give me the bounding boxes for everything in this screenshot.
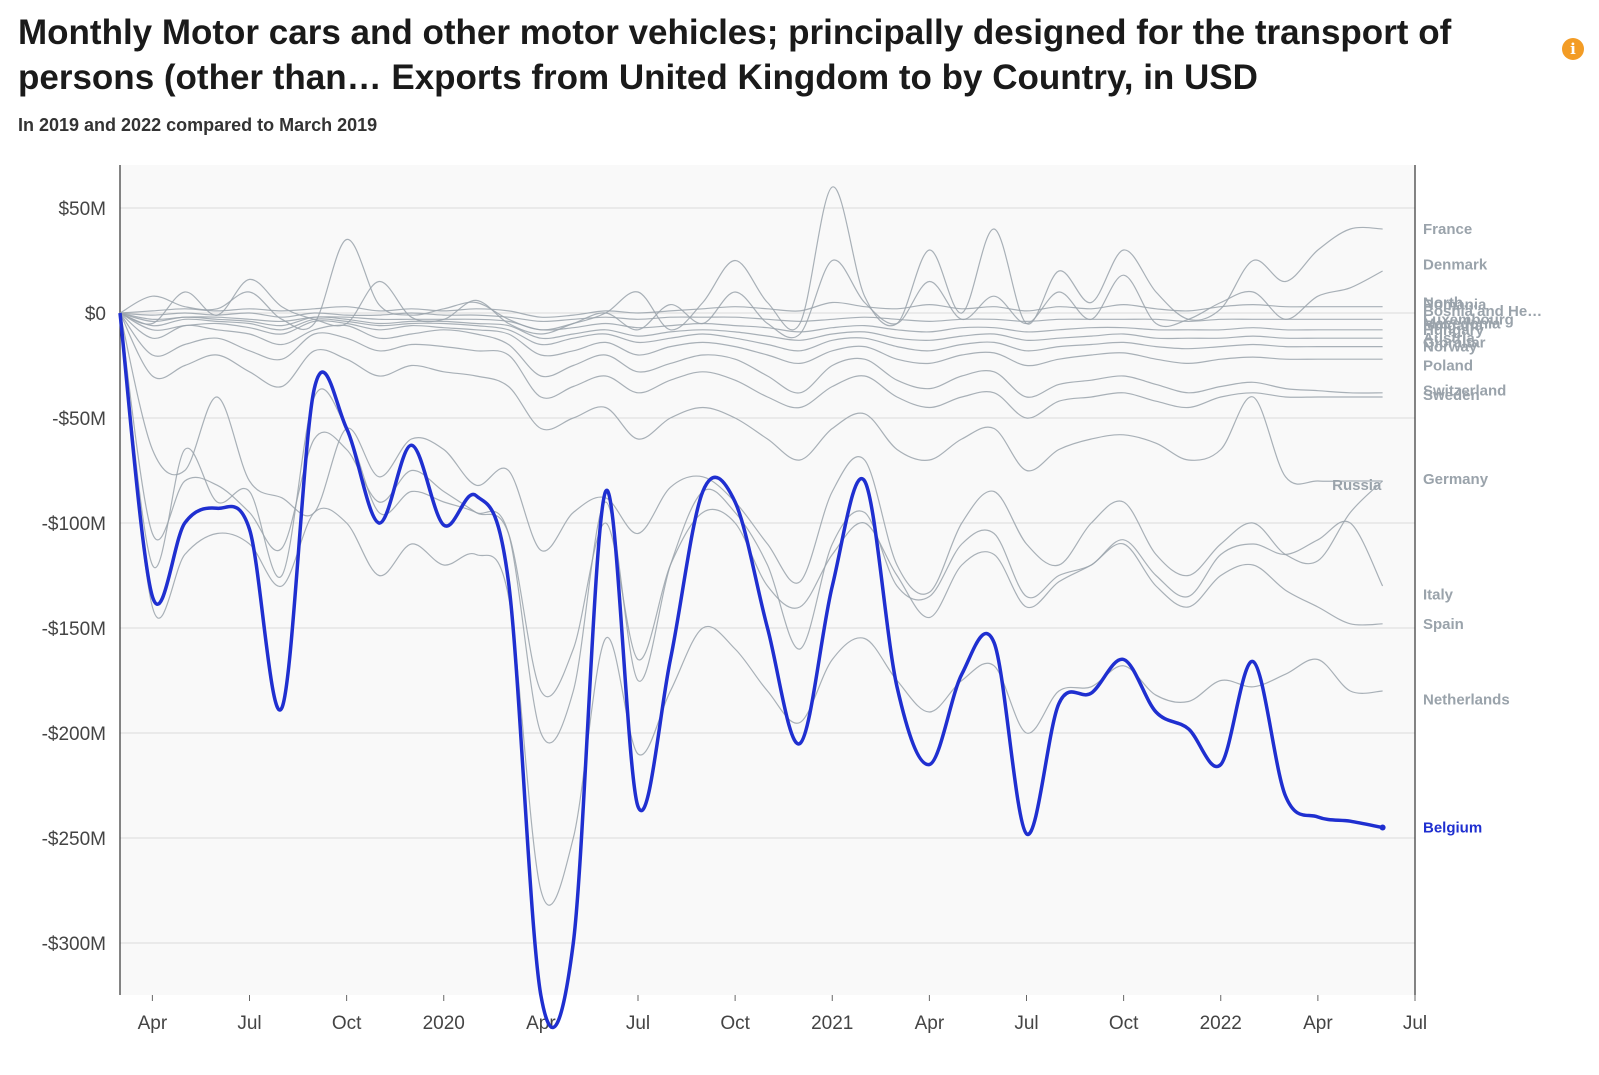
end-label-austria: Austria bbox=[1423, 330, 1475, 347]
end-label-spain: Spain bbox=[1423, 616, 1464, 633]
y-axis: $50M $0 -$50M -$100M -$150M -$200M -$250M -$300… bbox=[42, 199, 106, 955]
end-label-netherlands: Netherlands bbox=[1423, 691, 1510, 708]
series-line-italy[interactable] bbox=[119, 312, 1384, 744]
end-label-romania: Romania bbox=[1423, 297, 1487, 314]
end-label-bulgaria: Bulgaria bbox=[1423, 318, 1484, 335]
x-tick-label: Apr bbox=[526, 1013, 556, 1034]
series-line-hungary[interactable] bbox=[119, 312, 1383, 333]
end-label-italy: Italy bbox=[1423, 586, 1454, 603]
x-tick-label: 2021 bbox=[811, 1013, 853, 1034]
end-label-belgium: Belgium bbox=[1423, 820, 1482, 837]
series-line-poland[interactable] bbox=[119, 312, 1383, 367]
end-label-macedonia: Macedonia bbox=[1423, 316, 1501, 333]
end-label-switzerland: Switzerland bbox=[1423, 383, 1506, 400]
x-tick-label: Oct bbox=[720, 1013, 750, 1034]
series-line-romania[interactable] bbox=[119, 301, 1383, 318]
chart-title: Monthly Motor cars and other motor vehic… bbox=[18, 13, 1452, 97]
end-label-bosnia-and-he: Bosnia and He… bbox=[1423, 303, 1542, 320]
end-label-gibraltar: Gibraltar bbox=[1423, 334, 1486, 351]
y-tick-label: -$50M bbox=[52, 409, 106, 430]
series-line-luxembourg[interactable] bbox=[119, 312, 1383, 323]
plot-background bbox=[120, 165, 1415, 995]
end-label-france: France bbox=[1423, 221, 1472, 238]
inline-label-russia: Russia bbox=[1332, 477, 1382, 494]
x-tick-label: 2020 bbox=[423, 1013, 465, 1034]
end-label-luxembourg: Luxembourg bbox=[1423, 311, 1514, 328]
x-tick-label: Oct bbox=[332, 1013, 362, 1034]
x-tick-label: Apr bbox=[138, 1013, 168, 1034]
x-tick-label: 2022 bbox=[1200, 1013, 1242, 1034]
series-line-austria[interactable] bbox=[119, 312, 1383, 342]
background-series bbox=[119, 186, 1384, 906]
x-tick-label: Apr bbox=[1303, 1013, 1333, 1034]
end-label-north: North… bbox=[1423, 295, 1478, 312]
end-label-germany: Germany bbox=[1423, 471, 1489, 488]
highlight-series bbox=[118, 312, 1386, 1030]
y-tick-label: -$100M bbox=[42, 514, 106, 535]
x-tick-label: Jul bbox=[237, 1013, 261, 1034]
series-line-switzerland[interactable] bbox=[119, 312, 1383, 398]
y-tick-label: $0 bbox=[85, 304, 106, 325]
series-line-belgium[interactable] bbox=[118, 312, 1383, 1030]
x-tick-label: Jul bbox=[626, 1013, 650, 1034]
end-label-norway: Norway bbox=[1423, 339, 1478, 356]
y-tick-label: -$200M bbox=[42, 724, 106, 745]
x-tick-label: Oct bbox=[1109, 1013, 1139, 1034]
series-line-sweden[interactable] bbox=[119, 312, 1383, 419]
x-tick-label: Jul bbox=[1014, 1013, 1038, 1034]
series-line-france[interactable] bbox=[119, 186, 1383, 331]
x-axis: Apr Jul Oct 2020 Apr Jul Oct 2021 Apr Jul Oct 2022 A… bbox=[138, 995, 1427, 1034]
series-line-netherlands[interactable] bbox=[119, 312, 1383, 906]
chart-subtitle: In 2019 and 2022 compared to March 2019 bbox=[18, 115, 378, 135]
end-label-poland: Poland bbox=[1423, 358, 1473, 375]
series-line-spain[interactable] bbox=[119, 312, 1383, 698]
end-label-denmark: Denmark bbox=[1423, 257, 1488, 274]
end-label-hungary: Hungary bbox=[1423, 322, 1485, 339]
series-line-norway[interactable] bbox=[119, 312, 1383, 352]
y-tick-label: -$150M bbox=[42, 619, 106, 640]
x-tick-label: Apr bbox=[915, 1013, 945, 1034]
x-tick-label: Jul bbox=[1403, 1013, 1427, 1034]
grid-lines bbox=[120, 207, 1415, 944]
series-line-russia[interactable] bbox=[119, 312, 1383, 485]
y-tick-label: $50M bbox=[58, 199, 106, 220]
y-tick-label: -$250M bbox=[42, 829, 106, 850]
end-label-sweden: Sweden bbox=[1423, 387, 1480, 404]
info-icon[interactable]: i bbox=[1562, 38, 1584, 60]
series-end-point-belgium bbox=[1379, 824, 1386, 831]
y-tick-label: -$300M bbox=[42, 934, 106, 955]
